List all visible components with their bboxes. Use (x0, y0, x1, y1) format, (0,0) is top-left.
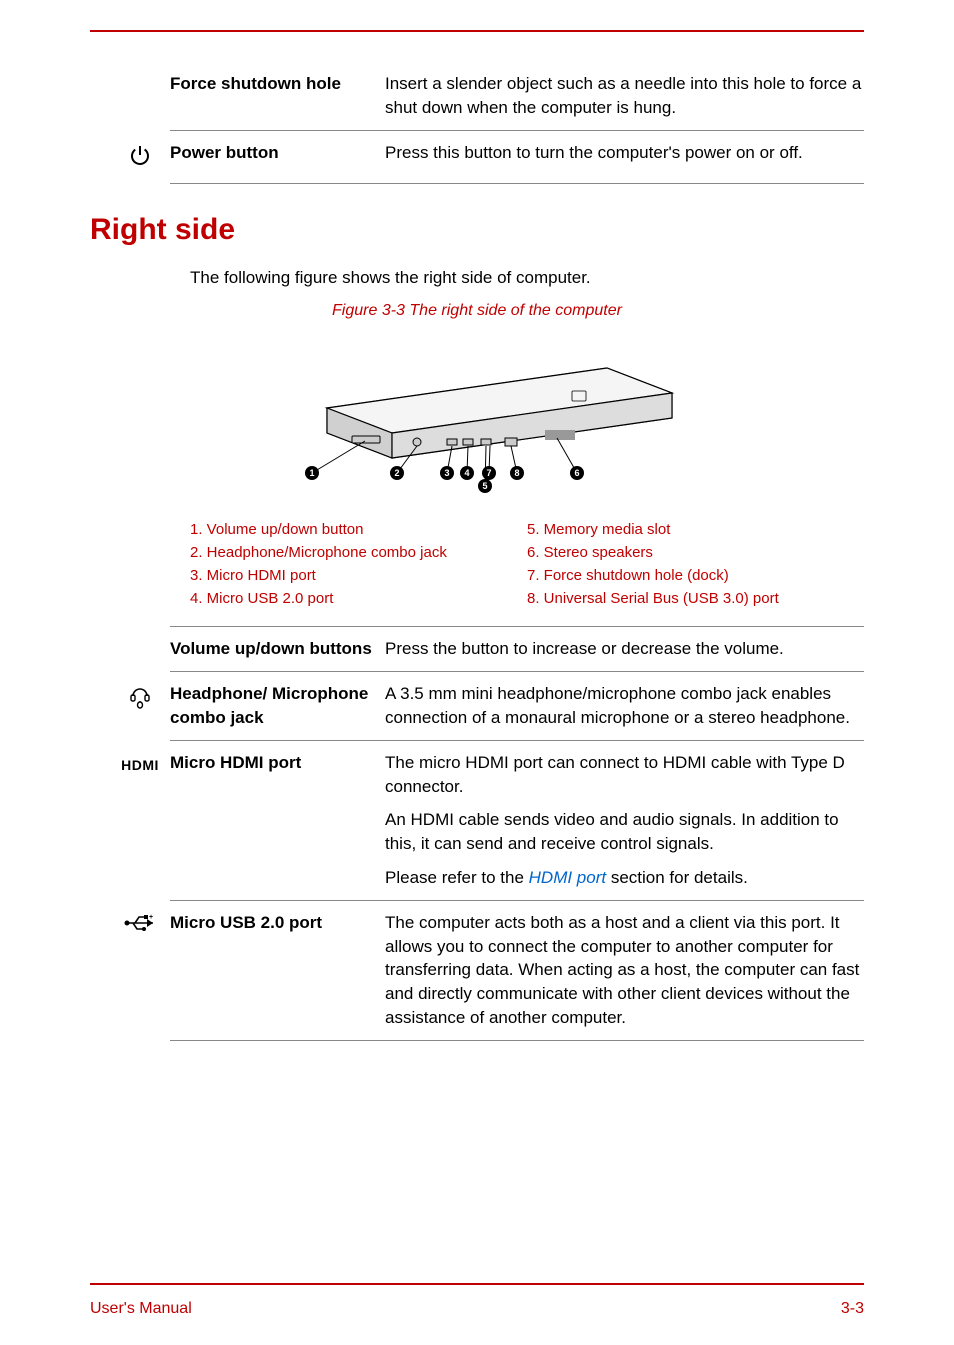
hdmi-port-link[interactable]: HDMI port (529, 868, 606, 887)
svg-text:6: 6 (574, 468, 579, 478)
svg-text:+: + (149, 914, 153, 921)
row-description: Insert a slender object such as a needle… (385, 72, 864, 120)
row-term: Headphone/ Microphone combo jack (170, 682, 385, 730)
svg-text:1: 1 (309, 468, 314, 478)
row-icon-cell (110, 141, 170, 174)
footer-right: 3-3 (841, 1298, 864, 1320)
row-description: The computer acts both as a host and a c… (385, 911, 864, 1030)
legend-item: 2. Headphone/Microphone combo jack (190, 542, 527, 563)
description-row: Volume up/down buttonsPress the button t… (170, 626, 864, 672)
footer-left: User's Manual (90, 1298, 192, 1320)
row-icon-cell (110, 637, 170, 661)
description-row: Force shutdown holeInsert a slender obje… (170, 62, 864, 131)
row-description: Press the button to increase or decrease… (385, 637, 864, 661)
row-term: Force shutdown hole (170, 72, 385, 120)
headphone-icon (129, 684, 151, 710)
bottom-rule (90, 1283, 864, 1285)
device-figure: 1 2 3 4 5 7 8 6 (90, 338, 864, 505)
section-heading: Right side (90, 209, 864, 251)
description-row: +Micro USB 2.0 portThe computer acts bot… (170, 901, 864, 1041)
row-description: The micro HDMI port can connect to HDMI … (385, 751, 864, 890)
hdmi-icon: H​D​MI (121, 757, 159, 773)
legend-item: 1. Volume up/down button (190, 519, 527, 540)
legend-item: 7. Force shutdown hole (dock) (527, 565, 864, 586)
legend-item: 8. Universal Serial Bus (USB 3.0) port (527, 588, 864, 609)
legend-item: 4. Micro USB 2.0 port (190, 588, 527, 609)
description-row: Power buttonPress this button to turn th… (170, 131, 864, 185)
figure-caption: Figure 3-3 The right side of the compute… (90, 300, 864, 322)
legend-item: 3. Micro HDMI port (190, 565, 527, 586)
description-row: Headphone/ Microphone combo jackA 3.5 mm… (170, 672, 864, 741)
svg-text:4: 4 (464, 468, 469, 478)
svg-text:2: 2 (394, 468, 399, 478)
legend-item: 5. Memory media slot (527, 519, 864, 540)
row-icon-cell (110, 682, 170, 730)
row-icon-cell: + (110, 911, 170, 1030)
top-rule (90, 30, 864, 32)
intro-text: The following figure shows the right sid… (190, 266, 864, 290)
figure-legend: 1. Volume up/down button2. Headphone/Mic… (190, 519, 864, 611)
row-term: Micro HDMI port (170, 751, 385, 890)
description-row: H​D​MIMicro HDMI portThe micro HDMI port… (170, 741, 864, 901)
power-icon (128, 143, 152, 167)
row-icon-cell (110, 72, 170, 120)
svg-text:7: 7 (486, 468, 491, 478)
row-term: Volume up/down buttons (170, 637, 385, 661)
row-term: Micro USB 2.0 port (170, 911, 385, 1030)
row-description: Press this button to turn the computer's… (385, 141, 864, 174)
usb-icon: + (123, 913, 157, 933)
legend-item: 6. Stereo speakers (527, 542, 864, 563)
row-term: Power button (170, 141, 385, 174)
svg-text:8: 8 (514, 468, 519, 478)
row-description: A 3.5 mm mini headphone/microphone combo… (385, 682, 864, 730)
svg-text:5: 5 (482, 481, 487, 491)
row-icon-cell: H​D​MI (110, 751, 170, 890)
svg-text:3: 3 (444, 468, 449, 478)
